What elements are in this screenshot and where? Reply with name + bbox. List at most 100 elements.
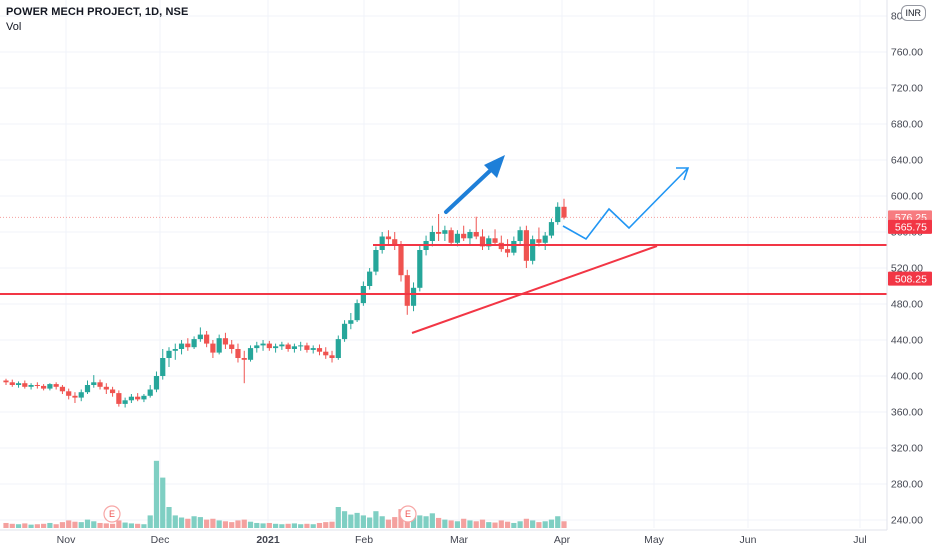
candle[interactable] — [530, 235, 536, 265]
candle[interactable] — [479, 229, 486, 250]
candle[interactable] — [185, 338, 191, 351]
projected-path[interactable] — [562, 167, 689, 241]
candle[interactable] — [310, 345, 316, 354]
candle[interactable] — [279, 341, 285, 350]
candle[interactable] — [59, 385, 66, 394]
candle[interactable] — [291, 343, 298, 353]
earnings-marker[interactable]: E — [399, 505, 417, 523]
candle[interactable] — [379, 232, 385, 254]
candle[interactable] — [153, 371, 160, 393]
candle[interactable] — [147, 385, 153, 398]
candle[interactable] — [517, 226, 523, 245]
candle[interactable] — [542, 232, 548, 250]
candle[interactable] — [417, 245, 423, 292]
candle[interactable] — [191, 336, 197, 349]
candle[interactable] — [210, 340, 216, 358]
candle[interactable] — [316, 344, 323, 356]
candle[interactable] — [536, 227, 542, 247]
candle[interactable] — [241, 350, 247, 384]
candle[interactable] — [329, 350, 335, 363]
candle[interactable] — [247, 345, 254, 362]
volume-bar — [354, 512, 360, 528]
volume-bar — [109, 523, 116, 528]
candle[interactable] — [498, 235, 504, 252]
candle[interactable] — [66, 388, 72, 400]
candle[interactable] — [429, 225, 435, 247]
candle[interactable] — [15, 381, 22, 388]
candle[interactable] — [454, 230, 461, 247]
candle[interactable] — [504, 239, 511, 258]
candle[interactable] — [166, 347, 172, 367]
candle[interactable] — [53, 382, 59, 390]
candle[interactable] — [385, 230, 392, 246]
candle[interactable] — [47, 383, 53, 391]
candle[interactable] — [3, 378, 9, 385]
candle[interactable] — [128, 394, 134, 403]
candle[interactable] — [41, 384, 47, 391]
candle[interactable] — [367, 268, 373, 290]
candle[interactable] — [28, 383, 34, 390]
candle[interactable] — [335, 335, 341, 360]
rising-trendline[interactable] — [411, 245, 658, 334]
candle[interactable] — [398, 241, 404, 282]
candle[interactable] — [373, 246, 379, 276]
candle[interactable] — [410, 282, 417, 312]
candle[interactable] — [548, 218, 555, 239]
volume-bar — [335, 507, 341, 528]
candle[interactable] — [172, 343, 178, 360]
candle[interactable] — [84, 380, 91, 395]
candle[interactable] — [72, 392, 78, 403]
candle[interactable] — [235, 343, 241, 363]
candle[interactable] — [436, 214, 442, 241]
candle[interactable] — [9, 379, 15, 387]
candle[interactable] — [555, 202, 561, 225]
bullish-arrow-shaft[interactable] — [444, 166, 495, 214]
candle[interactable] — [561, 198, 567, 220]
candle[interactable] — [204, 331, 210, 348]
candle[interactable] — [109, 386, 116, 397]
candle[interactable] — [492, 229, 498, 246]
candle[interactable] — [91, 375, 97, 388]
candle[interactable] — [304, 342, 310, 353]
candle[interactable] — [135, 393, 141, 402]
candle[interactable] — [298, 341, 304, 351]
candle[interactable] — [122, 397, 128, 408]
candle[interactable] — [222, 332, 229, 349]
candle[interactable] — [160, 349, 166, 380]
candle[interactable] — [197, 327, 203, 342]
candle[interactable] — [78, 389, 84, 402]
candle[interactable] — [272, 343, 279, 353]
candle[interactable] — [22, 380, 28, 389]
candle[interactable] — [229, 340, 235, 354]
candle[interactable] — [178, 340, 185, 355]
candle[interactable] — [404, 269, 410, 315]
candle[interactable] — [141, 394, 147, 403]
candle[interactable] — [285, 342, 291, 352]
candle[interactable] — [473, 216, 479, 240]
candle[interactable] — [392, 232, 398, 250]
candle[interactable] — [523, 225, 529, 268]
candle[interactable] — [323, 347, 329, 359]
candle[interactable] — [116, 390, 122, 407]
candle[interactable] — [103, 383, 109, 394]
time-axis[interactable]: Nov Dec 2021 Feb Mar Apr May Jun Jul — [0, 529, 887, 546]
candle[interactable] — [467, 229, 473, 245]
candle[interactable] — [260, 340, 266, 351]
candle[interactable] — [348, 313, 354, 330]
candle[interactable] — [461, 225, 467, 241]
candle[interactable] — [266, 340, 272, 351]
price-axis[interactable]: 240.00 280.00 320.00 360.00 400.00 440.00 480.… — [886, 0, 923, 530]
currency-badge[interactable]: INR — [900, 5, 926, 21]
candle[interactable] — [442, 225, 448, 241]
candle[interactable] — [216, 334, 222, 355]
candle[interactable] — [254, 341, 260, 353]
candle[interactable] — [486, 235, 492, 250]
candle[interactable] — [448, 227, 454, 246]
volume-bar — [555, 516, 561, 528]
candle[interactable] — [34, 382, 40, 389]
candle[interactable] — [354, 299, 360, 323]
earnings-marker[interactable]: E — [103, 505, 121, 523]
candle[interactable] — [97, 379, 103, 390]
candle[interactable] — [341, 320, 348, 342]
